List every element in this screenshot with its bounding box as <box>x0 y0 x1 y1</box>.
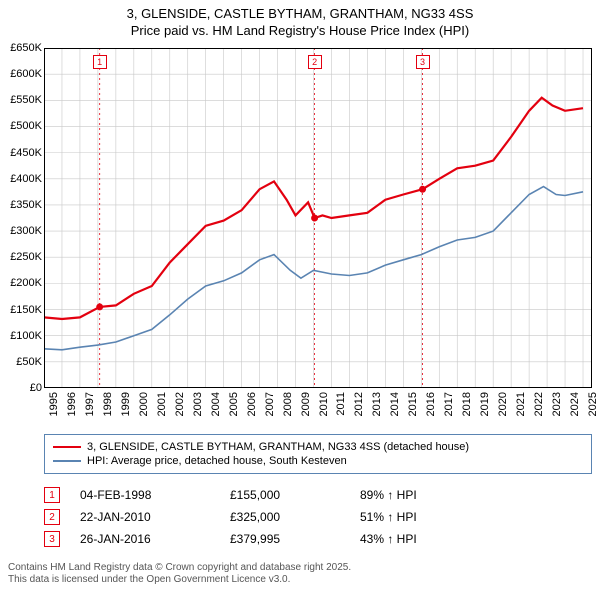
x-tick-label: 1997 <box>84 392 96 432</box>
x-tick-label: 2007 <box>264 392 276 432</box>
chart-title: 3, GLENSIDE, CASTLE BYTHAM, GRANTHAM, NG… <box>0 0 600 40</box>
title-line-1: 3, GLENSIDE, CASTLE BYTHAM, GRANTHAM, NG… <box>127 6 474 21</box>
x-tick-label: 2009 <box>300 392 312 432</box>
x-tick-label: 2010 <box>318 392 330 432</box>
y-tick-label: £650K <box>2 42 42 54</box>
legend-swatch <box>53 460 81 462</box>
x-tick-label: 2014 <box>389 392 401 432</box>
sale-price: £325,000 <box>230 510 360 524</box>
x-tick-label: 1996 <box>66 392 78 432</box>
legend-label: 3, GLENSIDE, CASTLE BYTHAM, GRANTHAM, NG… <box>87 441 469 453</box>
sale-pct-vs-hpi: 43% ↑ HPI <box>360 532 480 546</box>
legend-item: 3, GLENSIDE, CASTLE BYTHAM, GRANTHAM, NG… <box>53 440 583 454</box>
sale-price: £379,995 <box>230 532 360 546</box>
sale-marker-icon: 1 <box>44 487 60 503</box>
sale-date: 22-JAN-2010 <box>80 510 230 524</box>
y-tick-label: £50K <box>2 356 42 368</box>
x-tick-label: 2013 <box>371 392 383 432</box>
x-tick-label: 2015 <box>407 392 419 432</box>
footer-line-2: This data is licensed under the Open Gov… <box>8 574 290 585</box>
y-tick-label: £100K <box>2 330 42 342</box>
sales-table: 1 04-FEB-1998£155,00089% ↑ HPI 2 22-JAN-201… <box>44 484 592 550</box>
sale-marker-icon: 3 <box>44 531 60 547</box>
x-tick-label: 2001 <box>156 392 168 432</box>
title-line-2: Price paid vs. HM Land Registry's House … <box>131 23 469 38</box>
x-tick-label: 2011 <box>335 392 347 432</box>
footer-line-1: Contains HM Land Registry data © Crown c… <box>8 562 351 573</box>
legend-swatch <box>53 446 81 449</box>
y-tick-label: £550K <box>2 94 42 106</box>
x-tick-label: 1999 <box>120 392 132 432</box>
x-tick-label: 2008 <box>282 392 294 432</box>
chart-container: 3, GLENSIDE, CASTLE BYTHAM, GRANTHAM, NG… <box>0 0 600 590</box>
x-tick-label: 2020 <box>497 392 509 432</box>
footer-attribution: Contains HM Land Registry data © Crown c… <box>8 562 351 586</box>
sale-marker-on-chart: 2 <box>308 55 322 69</box>
y-tick-label: £0 <box>2 382 42 394</box>
legend: 3, GLENSIDE, CASTLE BYTHAM, GRANTHAM, NG… <box>44 434 592 474</box>
sale-row: 1 04-FEB-1998£155,00089% ↑ HPI <box>44 484 592 506</box>
x-tick-label: 2003 <box>192 392 204 432</box>
y-tick-label: £450K <box>2 147 42 159</box>
x-tick-label: 2025 <box>587 392 599 432</box>
y-tick-label: £500K <box>2 120 42 132</box>
x-tick-label: 2000 <box>138 392 150 432</box>
sale-pct-vs-hpi: 51% ↑ HPI <box>360 510 480 524</box>
chart-svg <box>44 48 592 388</box>
x-tick-label: 2021 <box>515 392 527 432</box>
x-tick-label: 1995 <box>48 392 60 432</box>
y-tick-label: £250K <box>2 251 42 263</box>
sale-marker-icon: 2 <box>44 509 60 525</box>
x-tick-label: 2002 <box>174 392 186 432</box>
y-tick-label: £150K <box>2 304 42 316</box>
sale-marker-on-chart: 3 <box>416 55 430 69</box>
sale-marker-on-chart: 1 <box>93 55 107 69</box>
y-tick-label: £600K <box>2 68 42 80</box>
x-tick-label: 2022 <box>533 392 545 432</box>
sale-row: 3 26-JAN-2016£379,99543% ↑ HPI <box>44 528 592 550</box>
legend-label: HPI: Average price, detached house, Sout… <box>87 455 347 467</box>
sale-price: £155,000 <box>230 488 360 502</box>
sale-date: 04-FEB-1998 <box>80 488 230 502</box>
x-tick-label: 2017 <box>443 392 455 432</box>
x-tick-label: 1998 <box>102 392 114 432</box>
y-tick-label: £400K <box>2 173 42 185</box>
x-tick-label: 2016 <box>425 392 437 432</box>
y-tick-label: £350K <box>2 199 42 211</box>
y-tick-label: £200K <box>2 277 42 289</box>
x-tick-label: 2012 <box>353 392 365 432</box>
chart-plot-area <box>44 48 592 388</box>
x-tick-label: 2018 <box>461 392 473 432</box>
x-tick-label: 2019 <box>479 392 491 432</box>
sale-date: 26-JAN-2016 <box>80 532 230 546</box>
x-tick-label: 2023 <box>551 392 563 432</box>
x-tick-label: 2006 <box>246 392 258 432</box>
sale-pct-vs-hpi: 89% ↑ HPI <box>360 488 480 502</box>
sale-row: 2 22-JAN-2010£325,00051% ↑ HPI <box>44 506 592 528</box>
x-tick-label: 2024 <box>569 392 581 432</box>
y-tick-label: £300K <box>2 225 42 237</box>
x-tick-label: 2004 <box>210 392 222 432</box>
x-tick-label: 2005 <box>228 392 240 432</box>
legend-item: HPI: Average price, detached house, Sout… <box>53 454 583 468</box>
